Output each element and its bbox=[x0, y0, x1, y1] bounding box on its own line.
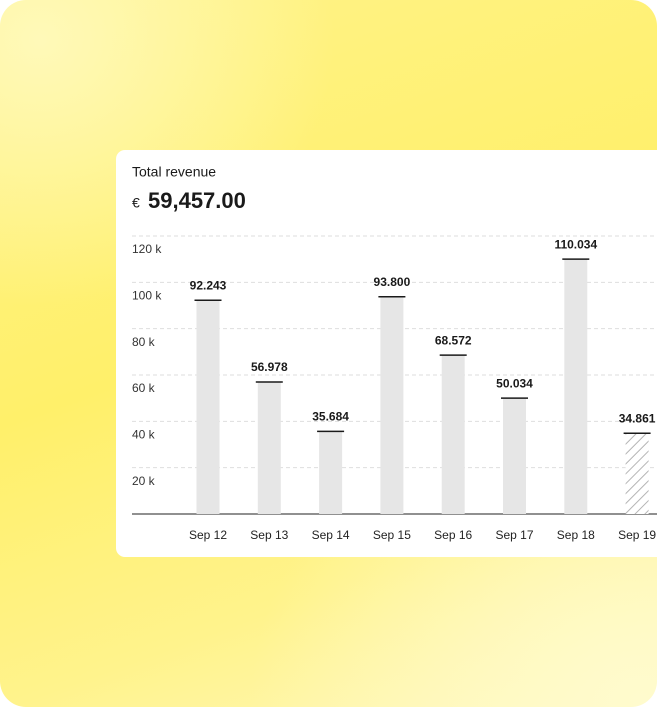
bar bbox=[625, 433, 649, 514]
y-tick-label: 20 k bbox=[132, 474, 156, 488]
y-tick-label: 80 k bbox=[132, 335, 156, 349]
total-amount: 59,457.00 bbox=[148, 188, 246, 213]
bar bbox=[564, 259, 588, 514]
x-tick-label: Sep 12 bbox=[189, 528, 227, 542]
x-tick-label: Sep 18 bbox=[557, 528, 595, 542]
y-tick-label: 40 k bbox=[132, 428, 156, 442]
x-tick-label: Sep 14 bbox=[312, 528, 350, 542]
x-tick-label: Sep 13 bbox=[250, 528, 288, 542]
bar bbox=[441, 355, 465, 514]
bar bbox=[257, 382, 281, 514]
x-tick-label: Sep 15 bbox=[373, 528, 411, 542]
bar bbox=[503, 398, 526, 514]
value-label: 68.572 bbox=[435, 333, 472, 347]
y-tick-label: 60 k bbox=[132, 381, 156, 395]
x-tick-label: Sep 17 bbox=[495, 528, 533, 542]
bar bbox=[380, 296, 404, 514]
bar bbox=[196, 300, 220, 514]
value-label: 56.978 bbox=[251, 360, 288, 374]
currency-symbol: € bbox=[132, 195, 140, 211]
value-label: 34.861 bbox=[619, 411, 656, 425]
y-tick-label: 100 k bbox=[132, 289, 162, 303]
value-label: 110.034 bbox=[554, 237, 597, 251]
bar bbox=[319, 431, 343, 514]
value-label: 50.034 bbox=[496, 376, 533, 390]
y-tick-label: 120 k bbox=[132, 242, 162, 256]
value-label: 92.243 bbox=[190, 278, 227, 292]
x-tick-label: Sep 16 bbox=[434, 528, 472, 542]
value-label: 35.684 bbox=[312, 410, 349, 424]
value-label: 93.800 bbox=[374, 275, 411, 289]
card-title: Total revenue bbox=[132, 164, 216, 180]
x-tick-label: Sep 19 bbox=[618, 528, 656, 542]
